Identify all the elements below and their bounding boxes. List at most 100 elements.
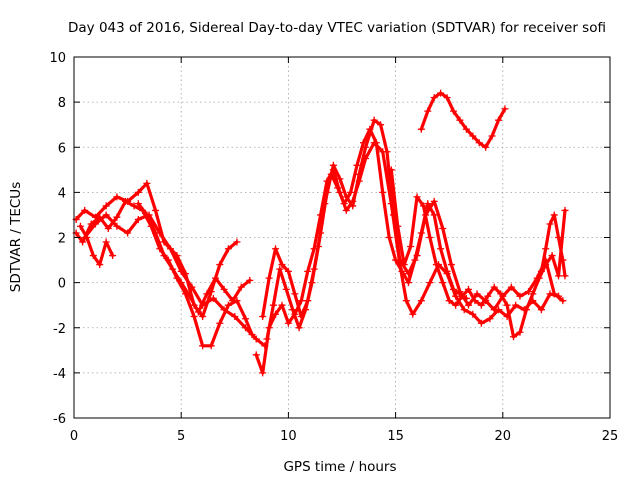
data-point (503, 301, 511, 309)
data-point (308, 279, 316, 287)
data-point (404, 279, 412, 287)
data-point (486, 315, 494, 323)
data-point (83, 234, 91, 241)
data-point (409, 310, 417, 318)
chart-title: Day 043 of 2016, Sidereal Day-to-day VTE… (68, 20, 606, 36)
data-point (289, 306, 297, 314)
data-point (224, 301, 232, 309)
data-point (529, 290, 537, 298)
data-point (501, 105, 509, 113)
data-point (242, 324, 250, 332)
data-point (336, 175, 344, 183)
data-point (379, 188, 387, 196)
data-point (497, 290, 505, 298)
data-point (216, 319, 224, 327)
data-point (439, 279, 447, 287)
data-point (278, 261, 286, 269)
data-point (297, 297, 305, 305)
data-point (447, 261, 455, 269)
data-point (426, 279, 434, 287)
data-point (355, 170, 363, 178)
data-point (462, 125, 470, 133)
y-tick-label: -6 (53, 412, 66, 427)
data-point (212, 274, 220, 282)
data-point (417, 229, 425, 237)
data-point (199, 312, 207, 320)
data-point (246, 276, 254, 284)
data-point (452, 301, 460, 309)
data-point (207, 342, 215, 350)
data-point (462, 294, 470, 302)
data-point (237, 283, 245, 291)
data-point (426, 234, 434, 241)
data-point (329, 161, 337, 169)
data-point (402, 297, 410, 305)
data-point (561, 272, 569, 280)
series-sat-e (134, 200, 254, 316)
data-point (516, 292, 524, 300)
y-tick-label: 10 (49, 51, 66, 66)
data-point (177, 279, 185, 287)
data-point (340, 200, 348, 208)
data-point (79, 238, 87, 246)
data-point (134, 188, 142, 196)
data-point (460, 306, 468, 314)
data-point (516, 328, 524, 336)
data-point (482, 143, 490, 151)
data-point (113, 213, 121, 221)
data-point (91, 220, 99, 228)
data-point (537, 306, 545, 314)
data-point (284, 267, 292, 275)
data-point (272, 245, 280, 253)
data-point (96, 261, 104, 269)
data-point (484, 292, 492, 300)
data-point (398, 267, 406, 275)
data-point (555, 272, 563, 280)
data-point (102, 202, 110, 210)
data-point (224, 245, 232, 253)
data-point (411, 256, 419, 264)
data-point (143, 211, 151, 219)
data-point (151, 229, 159, 237)
data-point (252, 335, 260, 343)
y-tick-label: 6 (58, 141, 66, 156)
y-tick-label: -4 (53, 367, 66, 382)
data-point (507, 283, 515, 291)
data-point (555, 234, 563, 241)
data-point (394, 222, 402, 230)
data-point (525, 288, 533, 296)
data-point (231, 312, 239, 320)
series-line (136, 202, 252, 314)
data-point (430, 197, 438, 205)
series-line (419, 91, 507, 149)
x-tick-label: 0 (70, 429, 78, 444)
data-point (430, 94, 438, 102)
data-point (109, 252, 117, 260)
data-point (113, 222, 121, 230)
data-point (443, 267, 451, 275)
data-point (550, 211, 558, 219)
series-sat-c (81, 211, 269, 350)
data-point (464, 285, 472, 293)
x-tick-label: 15 (387, 429, 404, 444)
data-point (349, 202, 357, 210)
data-point (188, 283, 196, 291)
data-point (510, 333, 518, 341)
data-point (199, 342, 207, 350)
data-point (370, 116, 378, 124)
data-point (495, 116, 503, 124)
data-point (535, 274, 543, 282)
data-point (413, 193, 421, 201)
data-point (477, 301, 485, 309)
data-point (220, 306, 228, 314)
series-line (74, 199, 254, 348)
data-point (220, 285, 228, 293)
data-point (469, 310, 477, 318)
data-point (259, 312, 267, 320)
data-point (473, 290, 481, 298)
data-point (169, 265, 177, 273)
data-point (276, 265, 284, 273)
series-line (265, 127, 468, 341)
data-point (334, 184, 342, 192)
